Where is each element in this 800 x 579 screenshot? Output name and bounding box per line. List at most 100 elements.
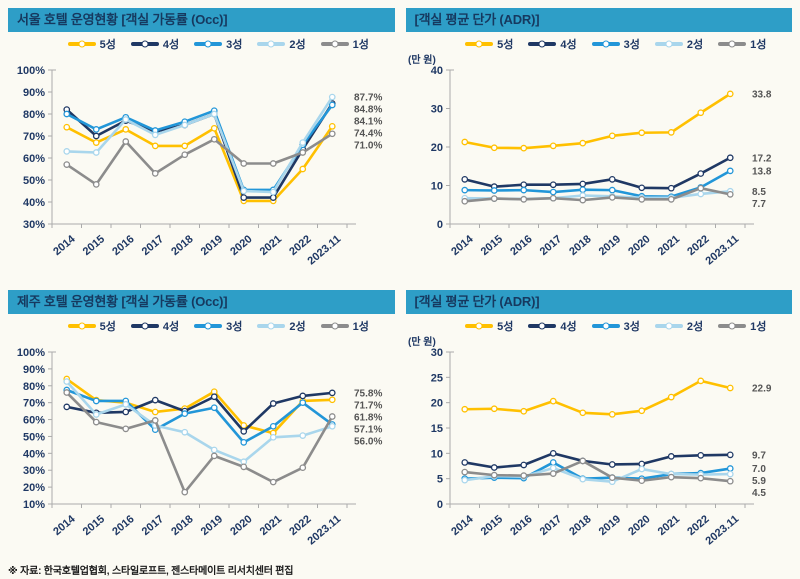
data-point [667,184,675,192]
legend-item-4-star: 4성 [130,36,179,52]
legend-label: 1성 [352,39,369,51]
series-line [65,388,334,444]
svg-text:2021: 2021 [258,513,284,538]
data-point [63,123,71,131]
legend-item-2-star: 2성 [257,318,306,334]
data-point [608,461,616,468]
data-point [726,477,734,485]
data-point [696,170,704,177]
svg-text:2015: 2015 [478,513,504,538]
svg-text:2023.11: 2023.11 [703,513,741,547]
data-point [608,410,616,418]
svg-text:2014: 2014 [51,233,78,258]
data-point [122,126,130,133]
data-point [63,148,71,155]
data-point [637,477,645,485]
data-point [151,170,159,177]
svg-text:20%: 20% [23,482,45,494]
svg-text:2018: 2018 [169,513,195,538]
data-point [210,393,218,401]
series-line [462,92,732,150]
data-point [181,121,189,129]
legend-marker-icon [528,40,557,48]
data-point [578,139,586,147]
svg-text:2019: 2019 [199,513,225,538]
svg-text:60%: 60% [23,153,45,165]
svg-text:40%: 40% [23,197,45,209]
svg-text:2016: 2016 [508,233,534,258]
x-axis: 2014 2015 2016 2017 2018 2019 2020 2021 20222023… [51,503,356,547]
svg-text:10%: 10% [23,499,45,511]
end-value-labels: 33.8 17.2 13.8 8.57.7 [752,89,772,209]
data-point [181,142,189,150]
data-point [726,451,734,459]
data-point [240,428,248,435]
data-point [210,135,218,143]
data-point [578,196,586,204]
data-point [122,408,130,416]
data-point [269,478,277,486]
data-point [122,116,130,123]
data-point [608,186,616,194]
svg-text:56.0%: 56.0% [354,436,382,447]
legend-label: 3성 [226,39,243,51]
svg-text:2020: 2020 [228,233,254,258]
svg-text:40: 40 [430,65,442,77]
data-point [490,144,498,152]
data-point [578,186,586,194]
legend-jeju-occ: 5성 4성 3성 2성 1성 [42,316,395,336]
end-value-labels: 75.8%71.7%61.8%57.1%56.0% [354,388,382,447]
svg-text:2014: 2014 [51,513,78,538]
svg-text:0: 0 [436,499,442,511]
svg-text:60%: 60% [23,415,45,427]
svg-text:2017: 2017 [140,233,166,258]
data-point [726,167,734,175]
data-point [151,408,159,416]
data-point [460,197,468,205]
svg-text:5.9: 5.9 [752,476,766,487]
data-point [637,465,645,473]
svg-text:2018: 2018 [567,513,593,538]
svg-text:2017: 2017 [140,513,166,538]
legend-label: 5성 [99,321,116,333]
legend-jeju-adr: 5성 4성 3성 2성 1성 [440,316,793,336]
data-point [92,418,100,426]
legend-marker-icon [528,322,557,330]
svg-text:7.7: 7.7 [752,199,766,210]
data-point [667,196,675,203]
svg-text:2017: 2017 [537,233,563,258]
legend-label: 2성 [289,39,306,51]
data-point [240,194,248,201]
legend-label: 5성 [497,39,514,51]
data-point [637,184,645,192]
data-point [549,397,557,405]
svg-text:2019: 2019 [199,233,225,258]
data-point [92,139,100,146]
legend-marker-icon [654,40,683,48]
svg-text:2015: 2015 [478,233,504,258]
data-point [299,392,307,400]
legend-label: 2성 [686,321,704,333]
data-point [210,446,218,454]
data-point [210,124,218,132]
data-point [92,397,100,405]
series-1-star [63,130,336,188]
svg-text:5: 5 [436,474,442,486]
data-point [549,181,557,189]
svg-text:2016: 2016 [508,513,534,538]
data-point [726,90,734,98]
svg-text:84.1%: 84.1% [354,117,382,128]
svg-text:2020: 2020 [626,233,652,258]
data-point [667,393,675,401]
legend-marker-icon [67,322,96,330]
data-point [92,181,100,188]
svg-text:61.8%: 61.8% [354,412,382,423]
series-4-star [460,154,734,192]
end-value-labels: 22.9 9.7 7.05.94.5 [752,383,772,499]
legend-marker-icon [465,40,494,48]
series-line [462,459,732,483]
svg-text:2016: 2016 [110,513,136,538]
legend-marker-icon [591,322,620,330]
legend-item-4-star: 4성 [130,318,179,334]
data-point [299,464,307,472]
